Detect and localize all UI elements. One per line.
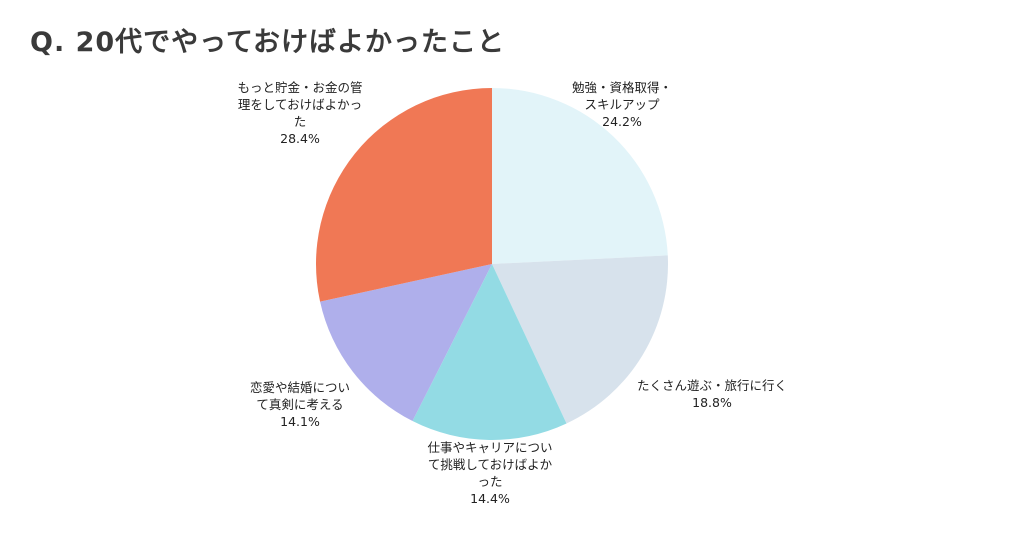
slice-label-2: 仕事やキャリアについて挑戦しておけばよかった 14.4%: [427, 440, 552, 506]
slice-percent-0: 24.2%: [602, 114, 642, 129]
slice-label-line: て真剣に考える: [256, 397, 343, 412]
slice-label-line: もっと貯金・お金の管: [237, 80, 362, 95]
slice-percent-4: 28.4%: [280, 131, 320, 146]
slice-label-line: て挑戦しておけばよか: [428, 457, 553, 472]
slice-label-line: った: [477, 474, 502, 489]
slice-percent-3: 14.1%: [280, 414, 320, 429]
pie-slice-0: [492, 88, 668, 264]
pie-slice-4: [316, 88, 492, 302]
slice-label-1: たくさん遊ぶ・旅行に行く 18.8%: [637, 378, 787, 410]
slice-percent-2: 14.4%: [470, 491, 510, 506]
slice-label-line: 理をしておけばよかっ: [238, 97, 362, 112]
slice-label-0: 勉強・資格取得・スキルアップ 24.2%: [572, 80, 672, 129]
slice-label-line: たくさん遊ぶ・旅行に行く: [637, 378, 787, 393]
slice-label-line: 仕事やキャリアについ: [427, 440, 552, 455]
slice-label-line: 勉強・資格取得・: [572, 80, 672, 95]
slice-label-line: スキルアップ: [584, 97, 660, 112]
pie-slice-2: [412, 264, 567, 440]
pie-slice-1: [492, 255, 668, 424]
slice-label-4: もっと貯金・お金の管理をしておけばよかった 28.4%: [237, 80, 362, 146]
slice-percent-1: 18.8%: [692, 395, 732, 410]
slice-label-line: た: [294, 114, 307, 129]
slice-label-3: 恋愛や結婚について真剣に考える 14.1%: [250, 380, 350, 429]
pie-slice-3: [320, 264, 492, 422]
slice-label-line: 恋愛や結婚につい: [250, 380, 350, 395]
chart-title: Q. 20代でやっておけばよかったこと: [30, 27, 506, 58]
